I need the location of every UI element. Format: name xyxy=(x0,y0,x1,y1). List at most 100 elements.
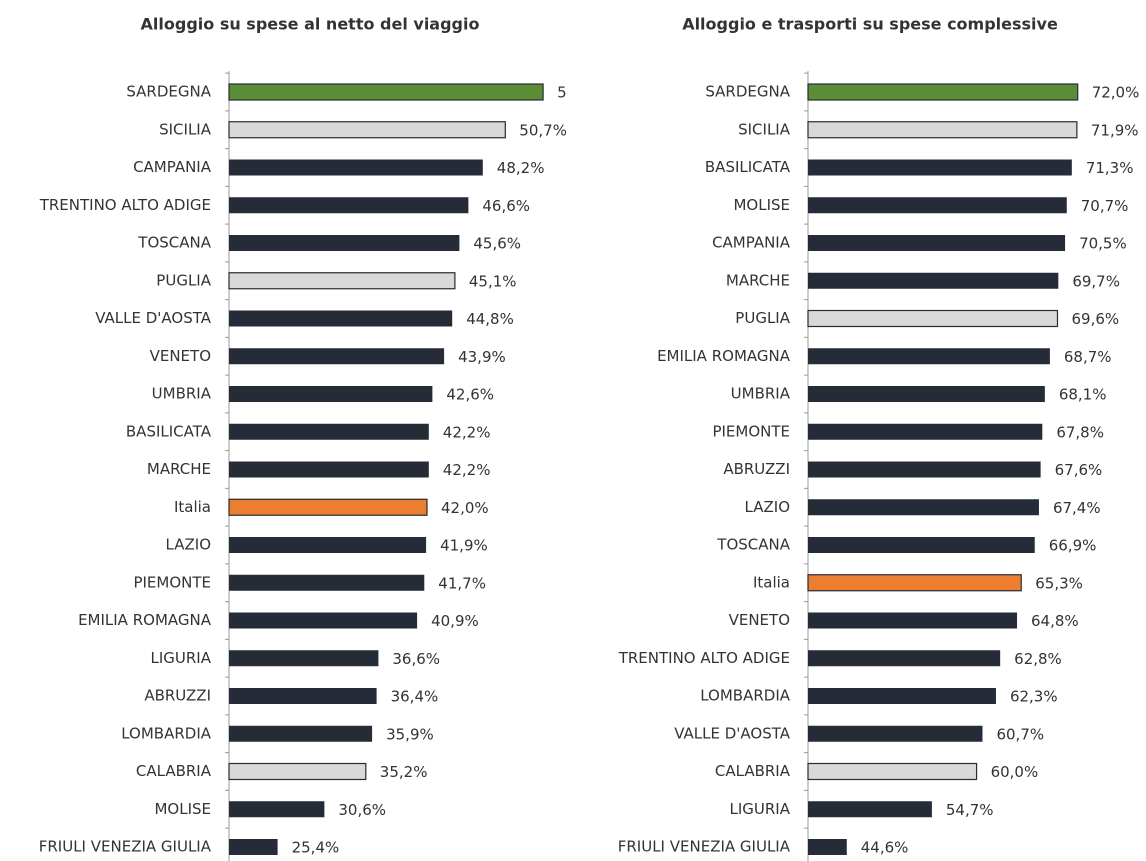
category-label: CALABRIA xyxy=(136,762,212,780)
value-label: 42,2% xyxy=(443,461,491,479)
category-label: MOLISE xyxy=(154,800,211,818)
bar xyxy=(228,762,367,781)
category-label: ABRUZZI xyxy=(723,460,790,478)
panel: Alloggio e trasporti su spese complessiv… xyxy=(618,15,1139,861)
bar xyxy=(229,348,445,365)
category-label: PIEMONTE xyxy=(712,422,790,440)
category-label: UMBRIA xyxy=(731,385,791,403)
value-label: 68,7% xyxy=(1064,348,1112,366)
bar xyxy=(229,839,278,855)
value-label: 42,0% xyxy=(441,499,489,517)
category-label: SARDEGNA xyxy=(705,83,790,101)
bar xyxy=(229,423,429,440)
bar xyxy=(808,235,1066,251)
value-label: 45,6% xyxy=(473,235,521,253)
category-label: LAZIO xyxy=(745,498,790,516)
value-label: 62,3% xyxy=(1010,688,1058,706)
bar xyxy=(808,650,1001,667)
value-label: 71,9% xyxy=(1091,121,1139,139)
category-label: Italia xyxy=(753,573,790,591)
value-label: 36,4% xyxy=(391,688,439,706)
category-label: CAMPANIA xyxy=(133,158,212,176)
bar xyxy=(229,574,425,591)
value-label: 25,4% xyxy=(292,839,340,857)
value-label: 36,6% xyxy=(392,650,440,668)
category-label: LOMBARDIA xyxy=(700,687,791,705)
category-label: Italia xyxy=(174,498,211,516)
value-label: 54,7% xyxy=(946,801,994,819)
value-label: 35,9% xyxy=(386,725,434,743)
category-label: VALLE D'AOSTA xyxy=(95,309,212,327)
bar xyxy=(229,386,433,402)
value-label: 60,7% xyxy=(996,725,1044,743)
value-label: 44,6% xyxy=(861,839,909,857)
value-label: 48,2% xyxy=(497,159,545,177)
bar xyxy=(228,498,428,516)
bar xyxy=(807,574,1022,592)
value-label: 44,8% xyxy=(466,310,514,328)
value-label: 43,9% xyxy=(458,348,506,366)
bar xyxy=(807,121,1078,139)
bar xyxy=(228,272,456,290)
bar xyxy=(229,725,373,742)
panel: Alloggio su spese al netto del viaggio SA… xyxy=(39,15,605,861)
value-label: 67,8% xyxy=(1056,423,1104,441)
category-label: PIEMONTE xyxy=(133,573,211,591)
bar xyxy=(229,537,427,553)
chart-title: Alloggio e trasporti su spese complessiv… xyxy=(682,15,1058,34)
value-label: 40,9% xyxy=(431,612,479,630)
category-label: SICILIA xyxy=(159,120,212,138)
bar xyxy=(808,159,1072,176)
bar xyxy=(229,235,460,251)
bar xyxy=(229,801,325,818)
category-label: MARCHE xyxy=(726,271,790,289)
bar xyxy=(229,650,379,667)
bar xyxy=(229,197,469,214)
category-label: TOSCANA xyxy=(137,234,211,252)
category-label: UMBRIA xyxy=(152,385,212,403)
category-label: BASILICATA xyxy=(705,158,791,176)
value-label: 68,1% xyxy=(1059,386,1107,404)
category-label: ABRUZZI xyxy=(144,687,211,705)
value-label: 41,7% xyxy=(438,574,486,592)
bar xyxy=(808,801,932,818)
bar xyxy=(228,83,544,101)
category-label: TRENTINO ALTO ADIGE xyxy=(39,196,211,214)
value-label: 42,2% xyxy=(443,423,491,441)
bar xyxy=(808,499,1039,516)
category-label: LOMBARDIA xyxy=(121,724,212,742)
category-label: FRIULI VENEZIA GIULIA xyxy=(618,838,791,856)
value-label: 71,3% xyxy=(1086,159,1134,177)
value-label: 70,5% xyxy=(1079,235,1127,253)
category-label: TRENTINO ALTO ADIGE xyxy=(618,649,790,667)
value-label: 54,9% xyxy=(557,84,605,102)
category-label: LIGURIA xyxy=(151,649,212,667)
category-label: VALLE D'AOSTA xyxy=(674,724,791,742)
value-label: 70,7% xyxy=(1081,197,1129,215)
category-label: BASILICATA xyxy=(126,422,212,440)
bar xyxy=(808,272,1059,289)
value-label: 35,2% xyxy=(380,763,428,781)
bar xyxy=(808,839,847,855)
category-label: LAZIO xyxy=(166,536,211,554)
value-label: 67,6% xyxy=(1055,461,1103,479)
bar xyxy=(807,309,1059,328)
category-label: CALABRIA xyxy=(715,762,791,780)
value-label: 69,7% xyxy=(1072,272,1120,290)
category-label: VENETO xyxy=(150,347,211,365)
bar xyxy=(808,348,1050,365)
value-label: 62,8% xyxy=(1014,650,1062,668)
category-label: MARCHE xyxy=(147,460,211,478)
bar xyxy=(808,423,1043,440)
bar xyxy=(229,461,429,478)
category-label: LIGURIA xyxy=(730,800,791,818)
category-label: SARDEGNA xyxy=(126,83,211,101)
value-label: 66,9% xyxy=(1049,537,1097,555)
value-label: 67,4% xyxy=(1053,499,1101,517)
value-label: 65,3% xyxy=(1035,574,1083,592)
category-label: EMILIA ROMAGNA xyxy=(78,611,212,629)
bar xyxy=(229,310,453,327)
bar xyxy=(807,83,1079,101)
bar xyxy=(808,537,1035,553)
